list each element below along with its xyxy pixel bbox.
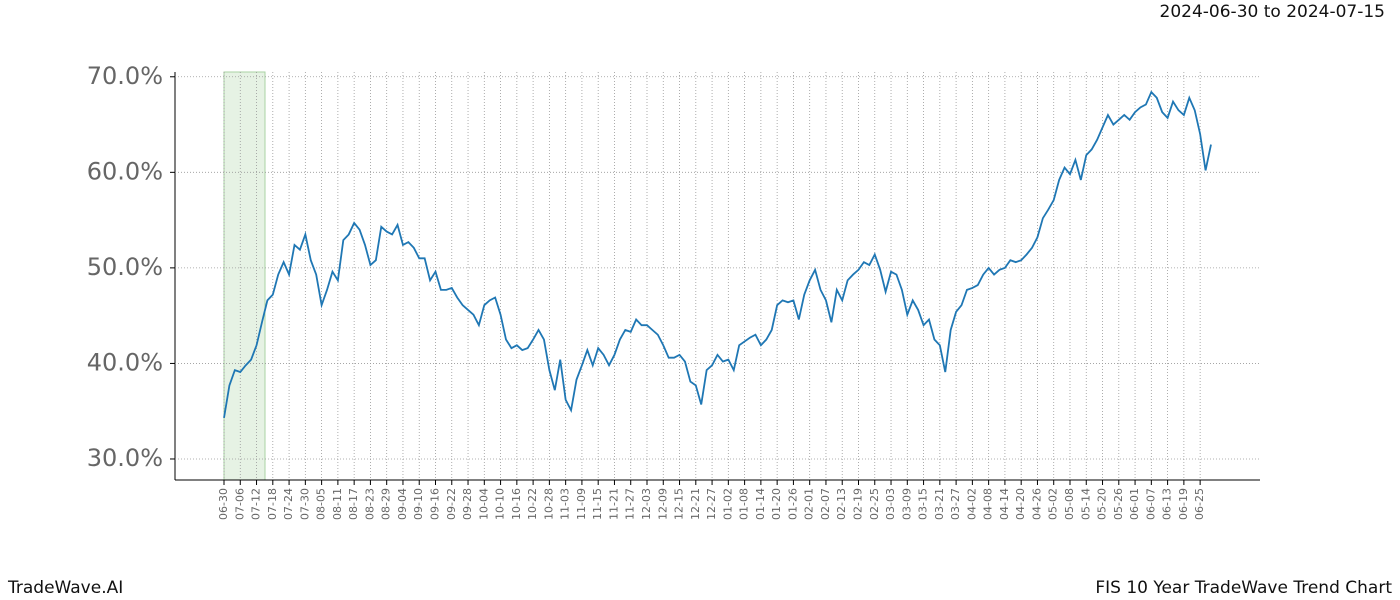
x-tick-label: 11-15 [591, 488, 604, 520]
x-tick-label: 12-21 [689, 488, 702, 520]
y-tick-label: 40.0% [87, 348, 163, 376]
x-tick-label: 10-10 [494, 488, 507, 520]
x-tick-label: 03-09 [900, 488, 913, 520]
x-tick-label: 02-19 [851, 488, 864, 520]
x-tick-label: 04-14 [998, 488, 1011, 520]
y-tick-label: 60.0% [87, 157, 163, 185]
x-tick-label: 06-07 [1144, 488, 1157, 520]
x-tick-label: 07-30 [298, 488, 311, 520]
x-tick-label: 11-21 [607, 488, 620, 520]
x-tick-label: 03-03 [884, 488, 897, 520]
x-tick-label: 12-15 [673, 488, 686, 520]
x-tick-label: 01-14 [754, 488, 767, 520]
x-tick-label: 08-11 [331, 488, 344, 520]
x-tick-label: 04-02 [965, 488, 978, 520]
x-tick-label: 04-26 [1030, 488, 1043, 520]
x-tick-label: 02-01 [803, 488, 816, 520]
x-tick-label: 08-05 [315, 488, 328, 520]
x-tick-label: 10-22 [526, 488, 539, 520]
y-tick-label: 30.0% [87, 444, 163, 472]
x-tick-label: 08-29 [380, 488, 393, 520]
chart-caption: FIS 10 Year TradeWave Trend Chart [1095, 578, 1392, 598]
x-tick-label: 01-26 [786, 488, 799, 520]
x-tick-label: 05-08 [1063, 488, 1076, 520]
y-tick-label: 70.0% [87, 62, 163, 90]
x-tick-label: 11-09 [575, 488, 588, 520]
x-tick-label: 10-04 [477, 488, 490, 520]
x-tick-label: 07-12 [250, 488, 263, 520]
x-tick-label: 08-23 [363, 488, 376, 520]
x-tick-label: 05-26 [1112, 488, 1125, 520]
x-tick-label: 09-22 [445, 488, 458, 520]
brand: TradeWave.AI [7, 578, 123, 598]
x-tick-label: 06-25 [1193, 488, 1206, 520]
x-tick-label: 02-25 [868, 488, 881, 520]
x-tick-label: 01-08 [738, 488, 751, 520]
x-tick-label: 06-01 [1128, 488, 1141, 520]
x-tick-label: 07-06 [233, 488, 246, 520]
x-tick-label: 04-08 [982, 488, 995, 520]
x-tick-label: 06-30 [217, 488, 230, 520]
trend-line [223, 90, 1212, 419]
x-tick-label: 08-17 [347, 488, 360, 520]
x-tick-label: 09-10 [412, 488, 425, 520]
x-tick-label: 06-19 [1177, 488, 1190, 520]
x-tick-label: 01-02 [721, 488, 734, 520]
y-tick-label: 50.0% [87, 253, 163, 281]
x-tick-label: 11-27 [624, 488, 637, 520]
x-tick-label: 12-27 [705, 488, 718, 520]
x-tick-label: 07-24 [282, 488, 295, 520]
highlight-band [223, 71, 266, 481]
x-tick-label: 11-03 [559, 488, 572, 520]
x-tick-label: 12-09 [656, 488, 669, 520]
x-tick-label: 10-28 [542, 488, 555, 520]
x-tick-label: 05-02 [1047, 488, 1060, 520]
x-tick-label: 09-28 [461, 488, 474, 520]
date-range: 2024-06-30 to 2024-07-15 [1160, 2, 1385, 22]
x-tick-label: 03-21 [933, 488, 946, 520]
x-tick-label: 06-13 [1161, 488, 1174, 520]
x-tick-label: 07-18 [266, 488, 279, 520]
x-tick-label: 02-07 [819, 488, 832, 520]
x-tick-label: 09-04 [396, 488, 409, 520]
x-tick-label: 04-20 [1014, 488, 1027, 520]
x-tick-label: 10-16 [510, 488, 523, 520]
x-tick-label: 05-20 [1096, 488, 1109, 520]
x-tick-label: 01-20 [770, 488, 783, 520]
x-tick-label: 03-27 [949, 488, 962, 520]
x-tick-label: 09-16 [428, 488, 441, 520]
x-tick-label: 03-15 [917, 488, 930, 520]
x-tick-label: 05-14 [1079, 488, 1092, 520]
x-tick-label: 02-13 [835, 488, 848, 520]
x-tick-label: 12-03 [640, 488, 653, 520]
